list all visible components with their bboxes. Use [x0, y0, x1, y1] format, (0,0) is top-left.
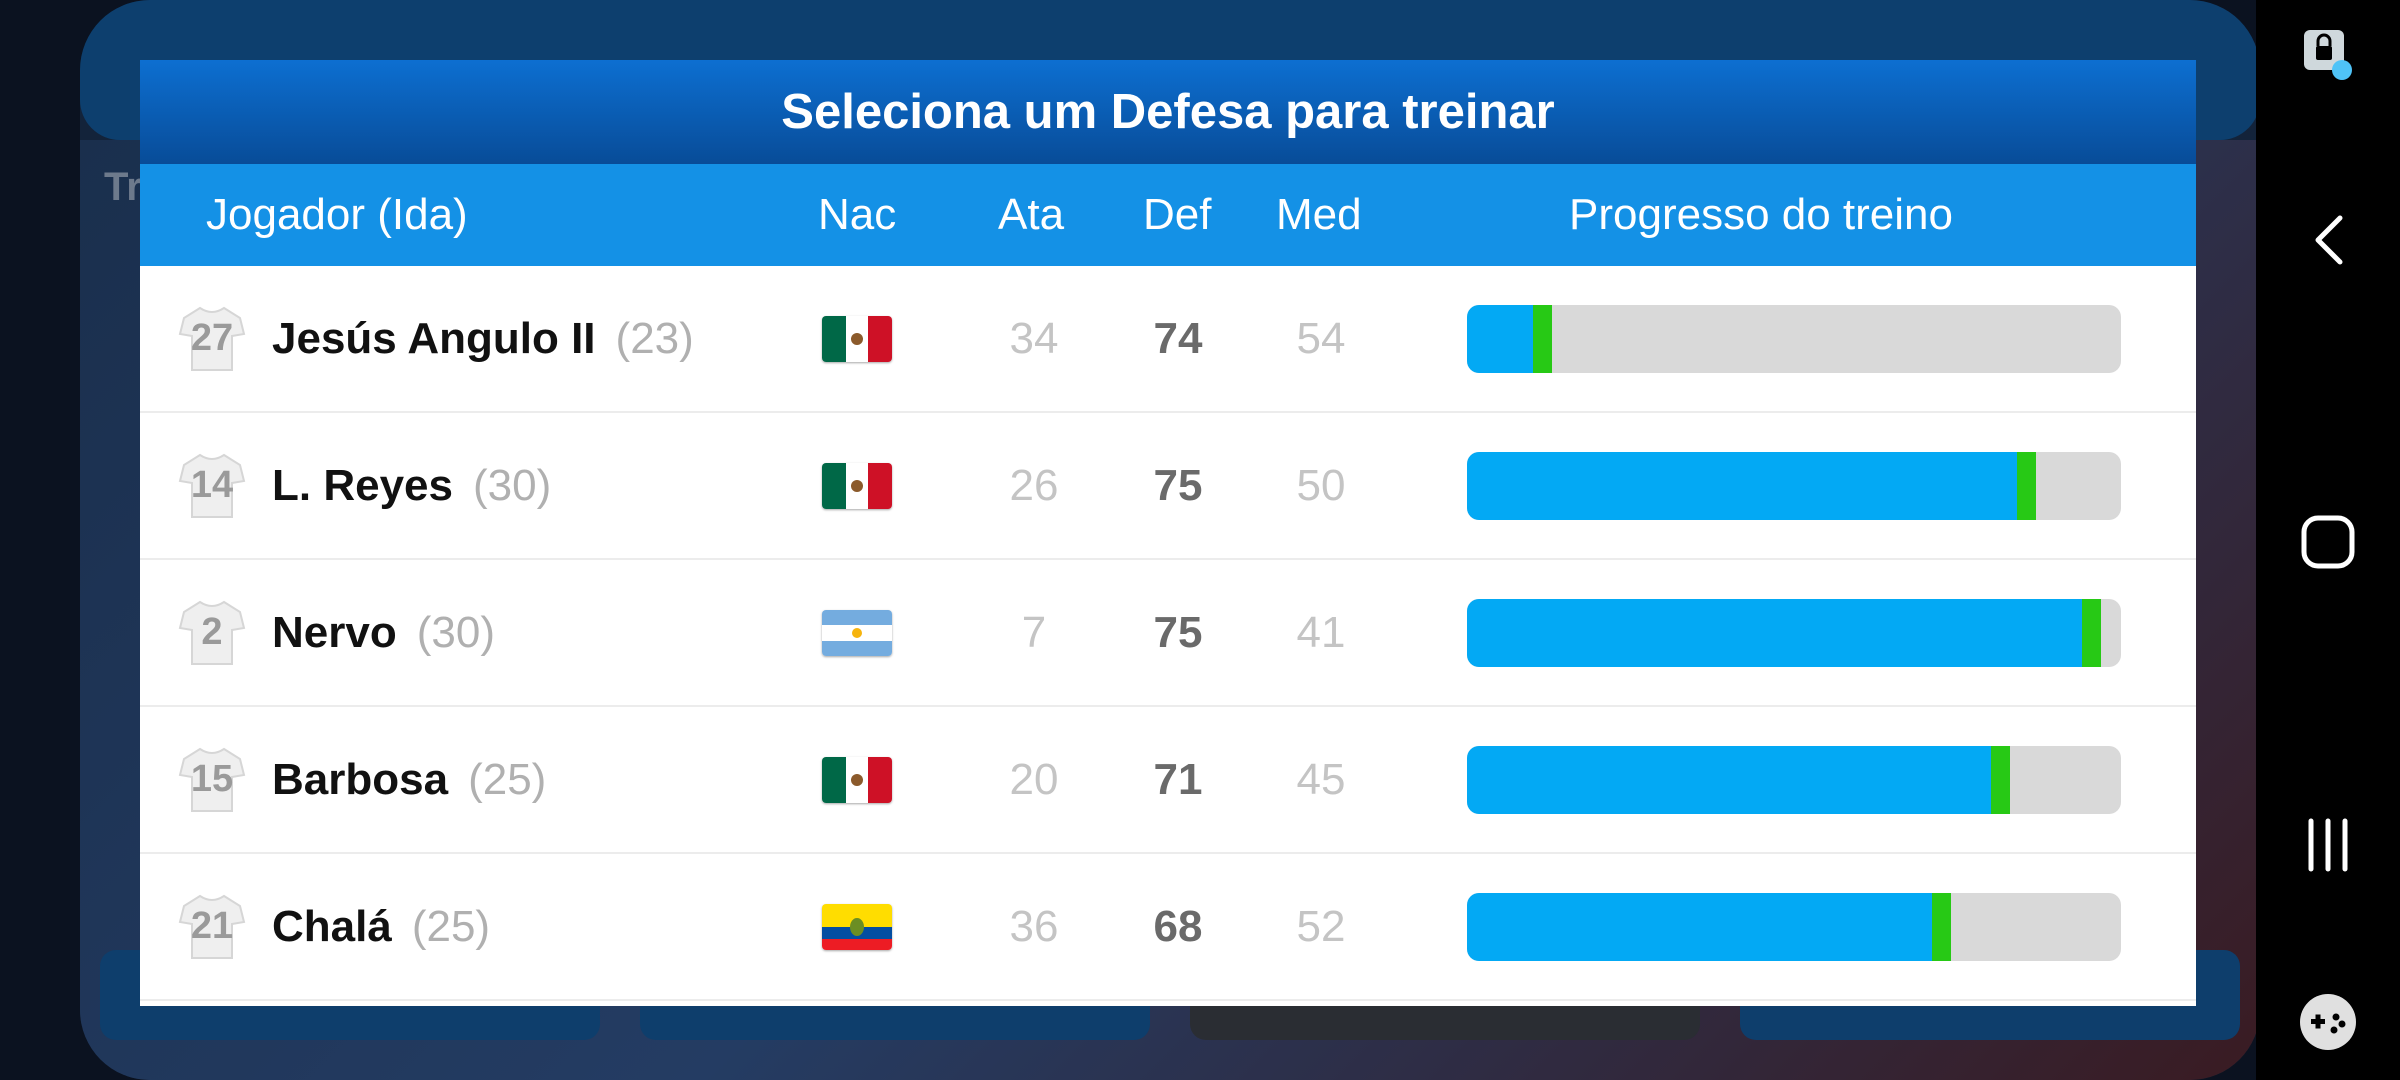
shirt-number: 21 [190, 904, 234, 947]
defense-value: 68 [1153, 901, 1203, 951]
training-progress-bar [1467, 745, 2121, 814]
shirt-number: 27 [190, 316, 234, 359]
midfield-value: 45 [1296, 754, 1346, 804]
player-name-cell: Jesús Angulo II (23) [272, 314, 694, 364]
progress-tip [1932, 892, 1951, 961]
player-row[interactable]: 15 Barbosa (25) 20 71 45 [140, 707, 2196, 854]
shirt-icon: 2 [176, 596, 248, 668]
player-name-cell: Chalá (25) [272, 902, 490, 952]
player-name: Nervo [272, 607, 397, 657]
training-progress-bar [1467, 451, 2121, 520]
progress-tip [1533, 304, 1552, 373]
progress-fill [1467, 451, 2017, 520]
player-age: (30) [416, 607, 495, 657]
player-age: (30) [472, 460, 552, 510]
touch-lock-icon[interactable] [2296, 22, 2360, 86]
defense-value: 71 [1153, 754, 1203, 804]
shirt-number: 2 [201, 610, 223, 653]
defense-value: 75 [1153, 607, 1203, 657]
progress-tip [2082, 598, 2101, 667]
game-controller-icon[interactable] [2296, 990, 2360, 1054]
player-age: (25) [411, 901, 491, 951]
argentina-flag-icon [822, 609, 892, 656]
attack-value: 34 [1009, 313, 1059, 363]
defense-value: 75 [1153, 460, 1203, 510]
player-name: Chalá [272, 901, 392, 951]
progress-fill [1467, 892, 1932, 961]
midfield-value: 52 [1296, 901, 1346, 951]
attack-value: 26 [1009, 460, 1059, 510]
home-icon[interactable] [2298, 512, 2358, 572]
progress-tip [2017, 451, 2036, 520]
shirt-icon: 15 [176, 743, 248, 815]
attack-value: 36 [1009, 901, 1059, 951]
shirt-icon: 21 [176, 890, 248, 962]
column-progress: Progresso do treino [1569, 190, 1953, 239]
modal-title: Seleciona um Defesa para treinar [140, 60, 2196, 164]
player-name-cell: Barbosa (25) [272, 755, 546, 805]
progress-fill [1467, 745, 1991, 814]
shirt-icon: 27 [176, 302, 248, 374]
defense-value: 74 [1153, 313, 1203, 363]
training-progress-bar [1467, 304, 2121, 373]
column-attack: Ata [998, 190, 1065, 239]
column-player: Jogador (Ida) [206, 190, 468, 239]
player-row[interactable]: 27 Jesús Angulo II (23) 34 74 54 [140, 266, 2196, 413]
mexico-flag-icon [822, 462, 892, 509]
training-progress-bar [1467, 598, 2121, 667]
player-name: L. Reyes [272, 460, 453, 510]
train-defender-modal: Seleciona um Defesa para treinar Jogador… [140, 60, 2196, 1006]
player-name-cell: L. Reyes (30) [272, 461, 551, 511]
player-age: (25) [468, 754, 547, 804]
player-name: Jesús Angulo II [272, 313, 596, 363]
progress-fill [1467, 598, 2082, 667]
shirt-number: 15 [190, 757, 234, 800]
player-row[interactable]: 14 L. Reyes (30) 26 75 50 [140, 413, 2196, 560]
mexico-flag-icon [822, 315, 892, 362]
player-age: (23) [615, 313, 694, 363]
ecuador-flag-icon [822, 903, 892, 950]
midfield-value: 54 [1296, 313, 1346, 363]
mexico-flag-icon [822, 756, 892, 803]
recents-icon[interactable] [2298, 815, 2358, 875]
attack-value: 7 [1021, 607, 1047, 657]
shirt-icon: 14 [176, 449, 248, 521]
attack-value: 20 [1009, 754, 1059, 804]
midfield-value: 41 [1296, 607, 1346, 657]
column-defense: Def [1143, 190, 1212, 239]
training-progress-bar [1467, 892, 2121, 961]
player-name-cell: Nervo (30) [272, 608, 495, 658]
system-nav-bar [2256, 0, 2400, 1080]
background-side-text: Tr [104, 165, 142, 209]
column-nationality: Nac [818, 190, 897, 239]
player-row[interactable]: 21 Chalá (25) 36 68 52 [140, 854, 2196, 1001]
progress-fill [1467, 304, 1533, 373]
column-midfield: Med [1276, 190, 1362, 239]
player-row[interactable]: 2 Nervo (30) 7 75 41 [140, 560, 2196, 707]
back-icon[interactable] [2298, 210, 2358, 270]
player-name: Barbosa [272, 754, 449, 804]
column-header-row: Jogador (Ida) Nac Ata Def Med Progresso … [140, 164, 2196, 266]
midfield-value: 50 [1296, 460, 1346, 510]
shirt-number: 14 [190, 463, 234, 506]
progress-tip [1991, 745, 2010, 814]
